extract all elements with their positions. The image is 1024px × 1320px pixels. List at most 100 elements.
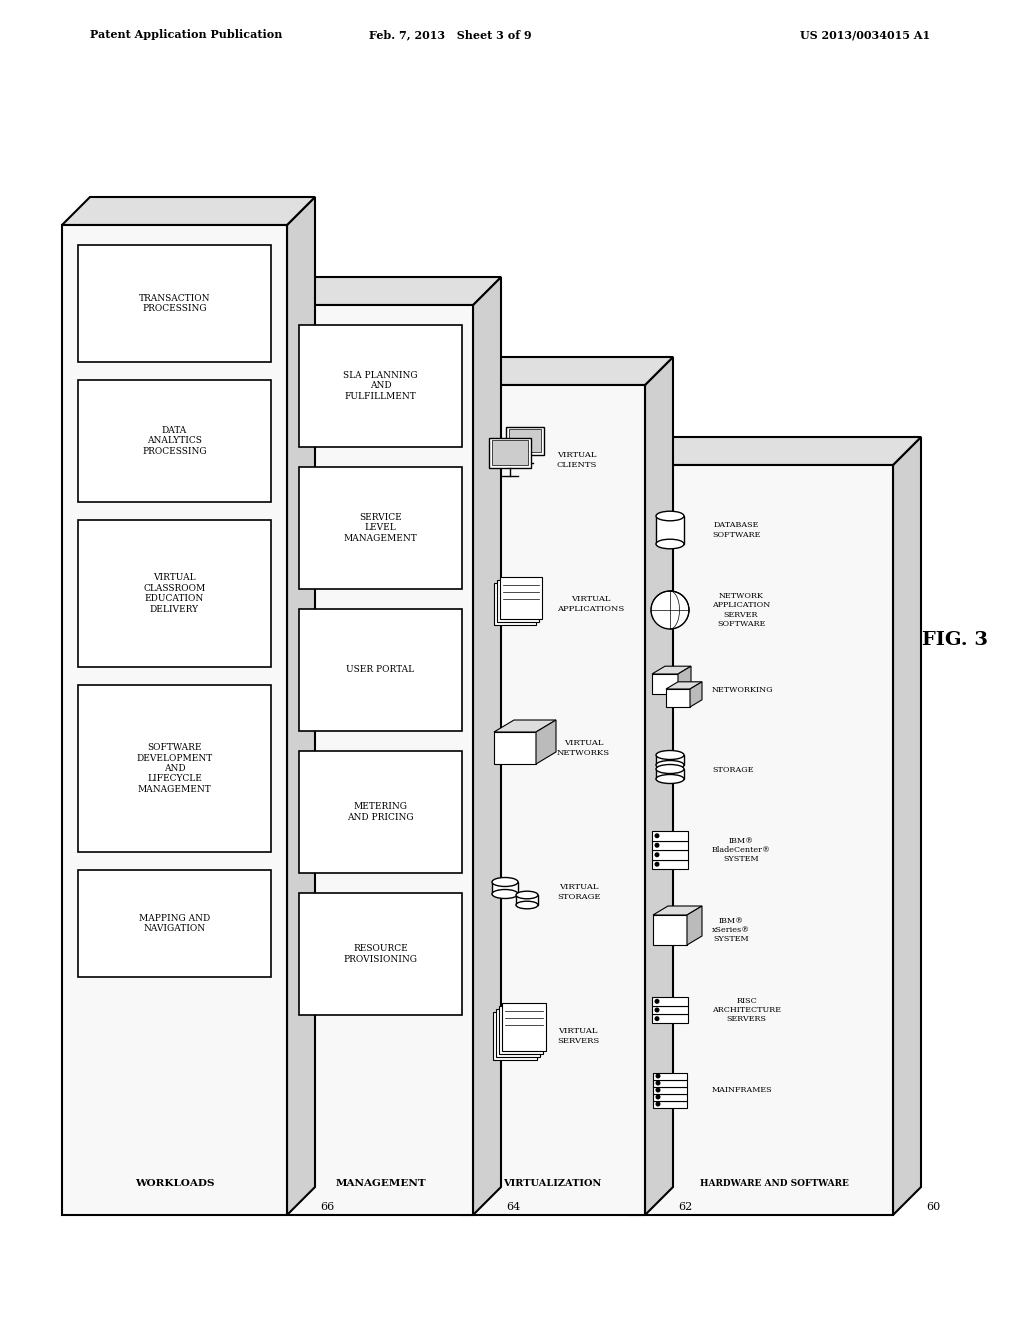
FancyBboxPatch shape <box>502 1003 546 1051</box>
Polygon shape <box>656 516 684 544</box>
FancyBboxPatch shape <box>499 1006 543 1053</box>
Polygon shape <box>628 437 921 465</box>
Text: VIRTUAL
CLIENTS: VIRTUAL CLIENTS <box>557 451 597 469</box>
Text: SOFTWARE
DEVELOPMENT
AND
LIFECYCLE
MANAGEMENT: SOFTWARE DEVELOPMENT AND LIFECYCLE MANAG… <box>136 743 213 793</box>
Text: DATA
ANALYTICS
PROCESSING: DATA ANALYTICS PROCESSING <box>142 426 207 455</box>
Polygon shape <box>652 667 691 675</box>
Ellipse shape <box>516 902 538 908</box>
FancyBboxPatch shape <box>78 380 271 502</box>
Text: VIRTUAL
SERVERS: VIRTUAL SERVERS <box>557 1027 599 1044</box>
Text: 64: 64 <box>506 1203 520 1212</box>
Text: VIRTUAL
STORAGE: VIRTUAL STORAGE <box>557 883 600 900</box>
Polygon shape <box>473 277 501 1214</box>
Circle shape <box>655 999 658 1003</box>
FancyBboxPatch shape <box>497 579 539 622</box>
FancyBboxPatch shape <box>496 1008 540 1057</box>
Polygon shape <box>893 437 921 1214</box>
FancyBboxPatch shape <box>652 1006 688 1014</box>
Text: RESOURCE
PROVISIONING: RESOURCE PROVISIONING <box>343 944 418 964</box>
Polygon shape <box>492 882 518 894</box>
Circle shape <box>655 1016 658 1020</box>
FancyBboxPatch shape <box>652 1014 688 1023</box>
FancyBboxPatch shape <box>299 894 462 1015</box>
Circle shape <box>656 1074 659 1078</box>
Text: HARDWARE AND SOFTWARE: HARDWARE AND SOFTWARE <box>700 1179 849 1188</box>
Text: 62: 62 <box>678 1203 692 1212</box>
Polygon shape <box>656 770 684 779</box>
Text: RISC
ARCHITECTURE
SERVERS: RISC ARCHITECTURE SERVERS <box>712 997 781 1023</box>
FancyBboxPatch shape <box>652 832 688 841</box>
Ellipse shape <box>492 890 518 899</box>
Ellipse shape <box>656 511 684 521</box>
Polygon shape <box>288 277 501 305</box>
Text: SERVICE
LEVEL
MANAGEMENT: SERVICE LEVEL MANAGEMENT <box>344 513 418 543</box>
Text: STORAGE: STORAGE <box>712 766 754 774</box>
FancyBboxPatch shape <box>653 1080 687 1086</box>
Polygon shape <box>645 356 673 1214</box>
FancyBboxPatch shape <box>299 609 462 731</box>
FancyBboxPatch shape <box>489 438 531 469</box>
Polygon shape <box>628 465 893 1214</box>
FancyBboxPatch shape <box>299 467 462 589</box>
FancyBboxPatch shape <box>78 520 271 667</box>
Circle shape <box>656 1088 659 1092</box>
Text: MANAGEMENT: MANAGEMENT <box>335 1179 426 1188</box>
FancyBboxPatch shape <box>500 577 542 619</box>
Polygon shape <box>678 667 691 694</box>
Ellipse shape <box>656 775 684 784</box>
Polygon shape <box>460 385 645 1214</box>
Ellipse shape <box>656 751 684 759</box>
FancyBboxPatch shape <box>299 325 462 447</box>
Text: Feb. 7, 2013   Sheet 3 of 9: Feb. 7, 2013 Sheet 3 of 9 <box>369 29 531 41</box>
Ellipse shape <box>656 760 684 770</box>
FancyBboxPatch shape <box>653 1101 687 1107</box>
Polygon shape <box>494 719 556 733</box>
Text: MAPPING AND
NAVIGATION: MAPPING AND NAVIGATION <box>139 913 210 933</box>
FancyBboxPatch shape <box>652 850 688 859</box>
Text: IBM®
BladeCenter®
SYSTEM: IBM® BladeCenter® SYSTEM <box>712 837 771 863</box>
Polygon shape <box>653 915 687 945</box>
Text: FIG. 3: FIG. 3 <box>922 631 988 649</box>
Text: SLA PLANNING
AND
FULFILLMENT: SLA PLANNING AND FULFILLMENT <box>343 371 418 401</box>
Circle shape <box>655 843 658 847</box>
Polygon shape <box>652 675 678 694</box>
Circle shape <box>656 1102 659 1106</box>
Text: IBM®
xSeries®
SYSTEM: IBM® xSeries® SYSTEM <box>712 917 751 944</box>
Polygon shape <box>460 356 673 385</box>
Text: DATABASE
SOFTWARE: DATABASE SOFTWARE <box>712 521 761 539</box>
FancyBboxPatch shape <box>78 246 271 362</box>
Text: TRANSACTION
PROCESSING: TRANSACTION PROCESSING <box>138 294 210 313</box>
Polygon shape <box>494 733 536 764</box>
Text: USER PORTAL: USER PORTAL <box>346 665 415 675</box>
Text: METERING
AND PRICING: METERING AND PRICING <box>347 803 414 821</box>
FancyBboxPatch shape <box>299 751 462 873</box>
FancyBboxPatch shape <box>653 1086 687 1093</box>
Text: NETWORKING: NETWORKING <box>712 686 773 694</box>
FancyBboxPatch shape <box>652 841 688 850</box>
Text: US 2013/0034015 A1: US 2013/0034015 A1 <box>800 29 930 41</box>
Circle shape <box>651 591 689 630</box>
FancyBboxPatch shape <box>652 997 688 1006</box>
Text: WORKLOADS: WORKLOADS <box>135 1179 214 1188</box>
Ellipse shape <box>656 764 684 774</box>
Circle shape <box>655 834 658 838</box>
Polygon shape <box>653 906 702 915</box>
FancyBboxPatch shape <box>78 870 271 977</box>
Polygon shape <box>666 682 702 689</box>
Text: VIRTUALIZATION: VIRTUALIZATION <box>504 1179 602 1188</box>
Ellipse shape <box>516 891 538 899</box>
FancyBboxPatch shape <box>652 859 688 869</box>
Circle shape <box>656 1096 659 1098</box>
FancyBboxPatch shape <box>494 583 536 624</box>
Text: Patent Application Publication: Patent Application Publication <box>90 29 283 41</box>
Polygon shape <box>687 906 702 945</box>
Circle shape <box>655 862 658 866</box>
Ellipse shape <box>656 539 684 549</box>
FancyBboxPatch shape <box>653 1072 687 1080</box>
FancyBboxPatch shape <box>493 1012 537 1060</box>
Ellipse shape <box>492 878 518 887</box>
Text: 66: 66 <box>319 1203 334 1212</box>
FancyBboxPatch shape <box>492 440 528 465</box>
Text: NETWORK
APPLICATION
SERVER
SOFTWARE: NETWORK APPLICATION SERVER SOFTWARE <box>712 593 770 628</box>
Text: 60: 60 <box>926 1203 940 1212</box>
